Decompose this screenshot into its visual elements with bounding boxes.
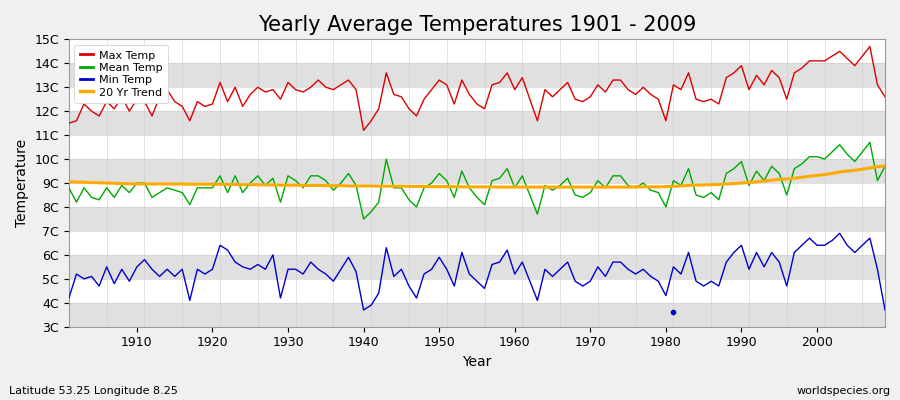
Text: worldspecies.org: worldspecies.org [796,386,891,396]
Bar [69,63,885,87]
Bar [69,111,885,135]
Bar [69,183,885,207]
Bar [69,135,885,159]
Bar [69,159,885,183]
Text: Latitude 53.25 Longitude 8.25: Latitude 53.25 Longitude 8.25 [9,386,178,396]
Bar [69,87,885,111]
Title: Yearly Average Temperatures 1901 - 2009: Yearly Average Temperatures 1901 - 2009 [257,15,696,35]
Bar [69,303,885,327]
Bar [69,255,885,279]
Bar [69,39,885,63]
X-axis label: Year: Year [463,355,491,369]
Legend: Max Temp, Mean Temp, Min Temp, 20 Yr Trend: Max Temp, Mean Temp, Min Temp, 20 Yr Tre… [75,45,168,103]
Bar [69,279,885,303]
Bar [69,207,885,231]
Y-axis label: Temperature: Temperature [15,139,29,227]
Bar [69,231,885,255]
